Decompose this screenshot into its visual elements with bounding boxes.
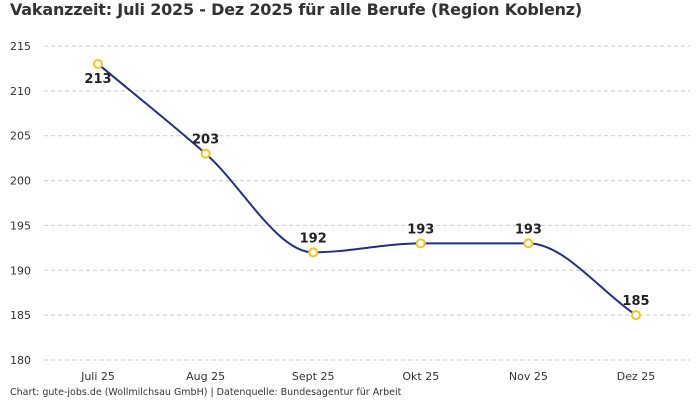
y-tick-label: 185 (10, 309, 31, 322)
data-label: 203 (192, 133, 219, 148)
y-tick-label: 215 (10, 40, 31, 53)
data-point (200, 148, 211, 159)
x-tick-label: Nov 25 (509, 370, 548, 383)
data-label: 193 (515, 222, 542, 237)
data-label: 192 (300, 231, 327, 246)
data-point (93, 58, 103, 69)
data-label: 193 (407, 222, 434, 237)
series-line (97, 63, 637, 316)
y-tick-label: 190 (10, 264, 31, 277)
x-tick-label: Okt 25 (402, 370, 439, 383)
y-tick-label: 205 (10, 130, 31, 143)
data-label: 213 (84, 72, 111, 87)
data-point (631, 310, 641, 321)
x-tick-label: Sept 25 (292, 370, 335, 383)
data-point (523, 238, 534, 249)
y-tick-label: 180 (10, 354, 31, 367)
data-point (308, 247, 319, 258)
data-point (415, 238, 426, 249)
chart-title: Vakanzzeit: Juli 2025 - Dez 2025 für all… (10, 0, 583, 19)
x-tick-label: Dez 25 (617, 370, 656, 383)
x-tick-label: Aug 25 (186, 370, 225, 383)
x-tick-label: Juli 25 (80, 370, 115, 383)
y-tick-label: 200 (10, 175, 31, 188)
y-tick-label: 210 (10, 85, 31, 98)
data-label: 185 (622, 294, 649, 309)
chart-source-footer: Chart: gute-jobs.de (Wollmilchsau GmbH) … (10, 387, 402, 398)
y-tick-label: 195 (10, 219, 31, 232)
